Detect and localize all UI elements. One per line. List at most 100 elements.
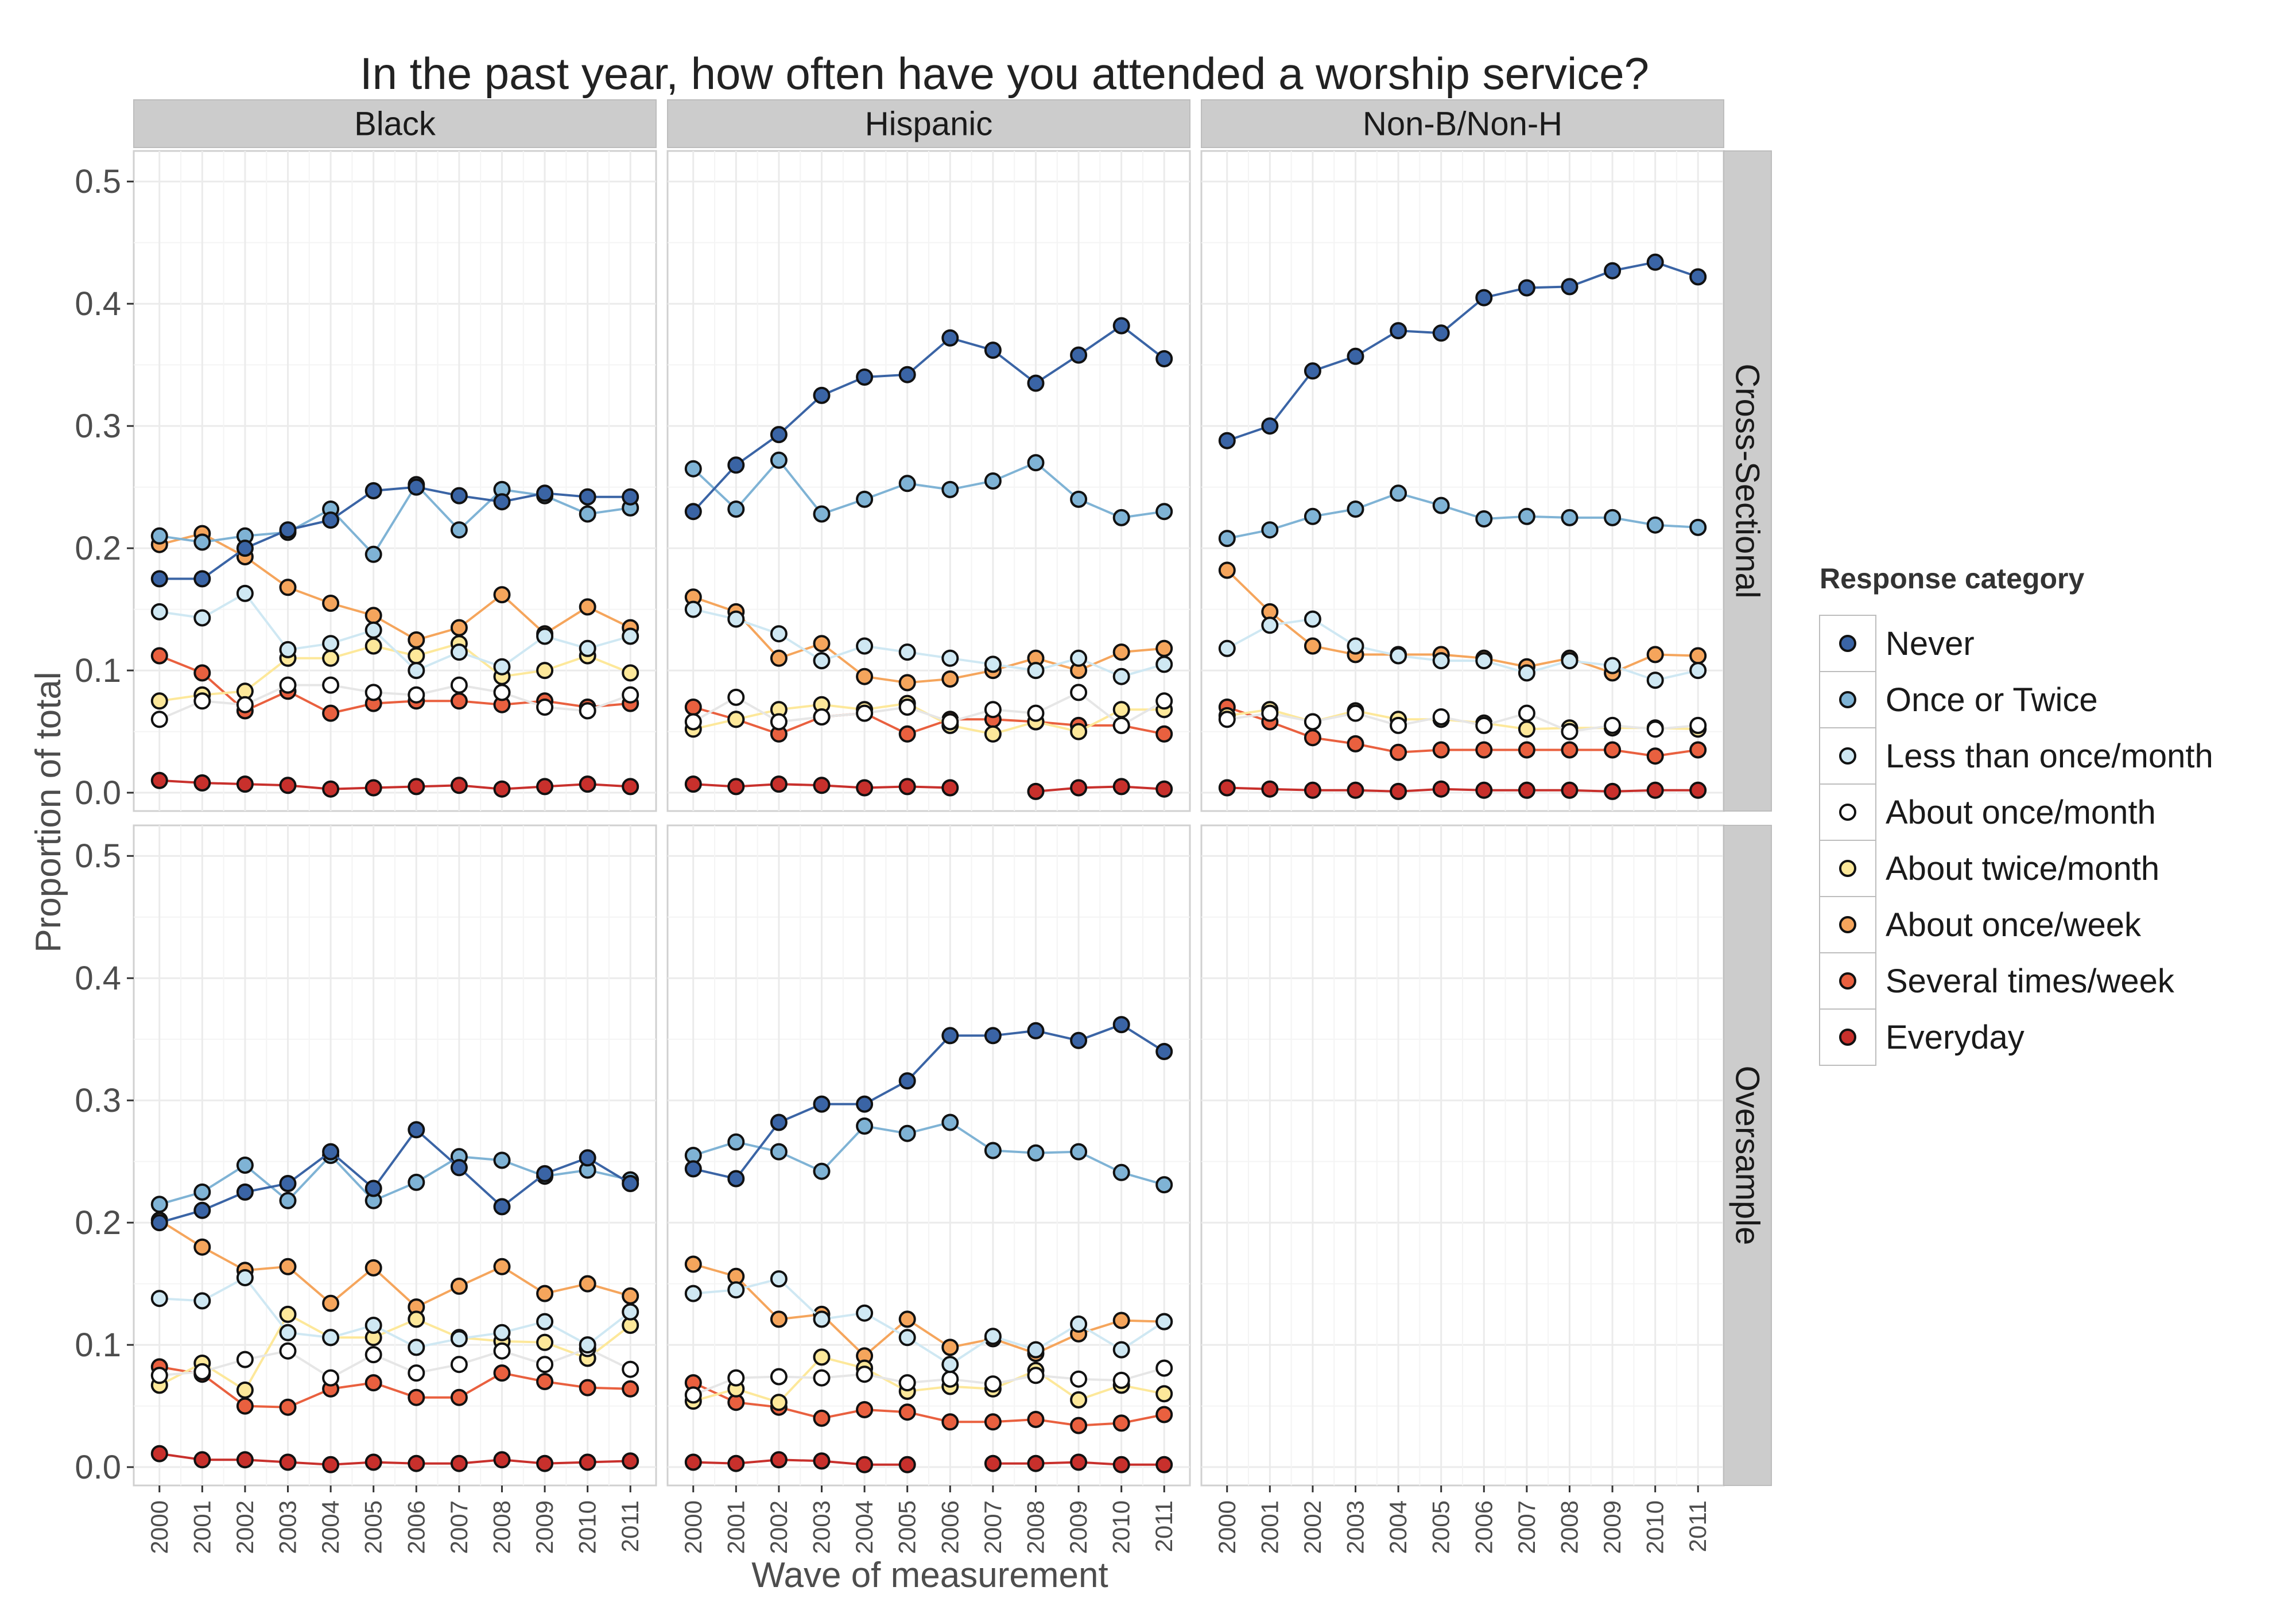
- data-point-less-than-once-month: [984, 1328, 1002, 1345]
- data-point-about-once-month: [727, 1369, 745, 1387]
- data-point-everyday: [1027, 1454, 1045, 1472]
- data-point-never: [450, 487, 468, 505]
- column-strip: [133, 99, 657, 148]
- data-point-about-once-week: [364, 1259, 382, 1277]
- legend-swatch: [1839, 860, 1856, 877]
- data-point-about-once-month: [1347, 704, 1364, 722]
- series-never: [1218, 253, 1707, 449]
- y-tick-label: 0.4: [75, 285, 121, 323]
- data-point-several-times-week: [1689, 741, 1707, 759]
- legend-label: Everyday: [1886, 1019, 2024, 1056]
- data-point-never: [1347, 347, 1364, 365]
- y-axis: 0.0 0.1 0.2 0.3 0.4 0.5: [75, 837, 134, 1486]
- data-point-less-than-once-month: [856, 1304, 874, 1322]
- data-point-once-or-twice: [1155, 503, 1173, 521]
- data-point-about-once-month: [1475, 716, 1493, 734]
- data-point-once-or-twice: [941, 480, 959, 498]
- data-point-several-times-week: [856, 1401, 874, 1418]
- x-tick-label: 2010: [1642, 1500, 1669, 1554]
- y-tick-label: 0.2: [75, 1204, 121, 1242]
- data-point-less-than-once-month: [236, 584, 254, 602]
- data-point-about-twice-month: [813, 1348, 831, 1366]
- x-tick-label: 2007: [1513, 1500, 1540, 1554]
- series-never: [684, 317, 1173, 521]
- data-point-never: [813, 1095, 831, 1113]
- data-point-once-or-twice: [1070, 490, 1088, 508]
- x-tick-label: 2004: [851, 1500, 878, 1554]
- y-tick-label: 0.0: [75, 774, 121, 812]
- data-point-less-than-once-month: [856, 637, 874, 655]
- data-point-about-twice-month: [1155, 1385, 1173, 1403]
- data-point-about-once-week: [898, 1310, 916, 1328]
- data-point-several-times-week: [898, 1403, 916, 1421]
- data-point-never: [1304, 362, 1321, 380]
- data-point-less-than-once-month: [364, 621, 382, 639]
- data-point-less-than-once-month: [1646, 672, 1664, 689]
- data-point-everyday: [1304, 781, 1321, 799]
- data-point-about-once-month: [1218, 711, 1236, 728]
- y-tick-label: 0.0: [75, 1449, 121, 1486]
- data-point-never: [493, 1198, 511, 1216]
- column-strip-label: Black: [354, 106, 436, 143]
- data-point-several-times-week: [1390, 743, 1407, 761]
- data-point-less-than-once-month: [1112, 668, 1130, 685]
- series-about-once-month: [684, 684, 1173, 734]
- data-point-never: [1561, 278, 1578, 296]
- x-tick-label: 2003: [1342, 1500, 1369, 1554]
- data-point-never: [1218, 432, 1236, 449]
- data-point-once-or-twice: [1390, 484, 1407, 502]
- data-point-about-once-week: [1304, 637, 1321, 655]
- data-point-once-or-twice: [1112, 1163, 1130, 1181]
- data-point-everyday: [941, 779, 959, 797]
- data-point-never: [684, 1160, 702, 1178]
- x-tick-label: 2006: [1470, 1500, 1497, 1554]
- legend-title: Response category: [1820, 562, 2084, 595]
- data-point-about-once-month: [450, 1356, 468, 1374]
- legend-item-about-twice-month: About twice/month: [1819, 840, 2159, 897]
- data-point-once-or-twice: [1112, 509, 1130, 526]
- data-point-once-or-twice: [898, 1124, 916, 1142]
- series-marks: [684, 317, 1173, 800]
- data-point-about-once-month: [984, 1375, 1002, 1393]
- x-tick-label: 2001: [1256, 1500, 1283, 1554]
- y-tick-label: 0.5: [75, 163, 121, 200]
- data-point-several-times-week: [150, 647, 168, 665]
- x-tick-label: 2007: [979, 1500, 1006, 1554]
- data-point-everyday: [984, 1454, 1002, 1472]
- y-tick-label: 0.1: [75, 652, 121, 689]
- data-point-about-once-week: [193, 1238, 211, 1256]
- data-point-several-times-week: [1432, 741, 1450, 759]
- data-point-never: [941, 1027, 959, 1045]
- x-tick-label: 2008: [1556, 1500, 1583, 1554]
- data-point-about-once-week: [941, 670, 959, 688]
- data-point-once-or-twice: [770, 1143, 788, 1161]
- data-point-about-once-month: [1155, 692, 1173, 710]
- data-point-less-than-once-month: [279, 641, 297, 658]
- x-tick-label: 2011: [1150, 1500, 1177, 1552]
- data-point-less-than-once-month: [813, 652, 831, 670]
- x-axis-label: Wave of measurement: [751, 1555, 1108, 1595]
- data-point-once-or-twice: [770, 451, 788, 469]
- data-point-less-than-once-month: [408, 662, 425, 680]
- data-point-less-than-once-month: [150, 603, 168, 620]
- data-point-everyday: [1112, 1456, 1130, 1473]
- legend-swatch: [1839, 1029, 1856, 1046]
- series-less-than-once-month: [150, 1269, 639, 1356]
- data-point-never: [536, 484, 554, 502]
- data-point-less-than-once-month: [193, 1292, 211, 1310]
- data-point-everyday: [1070, 1453, 1088, 1471]
- data-point-less-than-once-month: [770, 625, 788, 643]
- data-point-about-twice-month: [322, 649, 340, 667]
- data-point-less-than-once-month: [1432, 652, 1450, 670]
- gridlines: [1201, 151, 1724, 811]
- data-point-less-than-once-month: [493, 1324, 511, 1341]
- data-point-everyday: [622, 1452, 639, 1470]
- data-point-about-once-month: [1604, 716, 1622, 734]
- data-point-everyday: [236, 1451, 254, 1469]
- data-point-everyday: [1561, 781, 1578, 799]
- data-point-about-once-month: [450, 676, 468, 694]
- data-point-less-than-once-month: [1027, 662, 1045, 680]
- x-tick-label: 2005: [360, 1500, 387, 1554]
- data-point-once-or-twice: [984, 472, 1002, 490]
- data-point-never: [1475, 289, 1493, 307]
